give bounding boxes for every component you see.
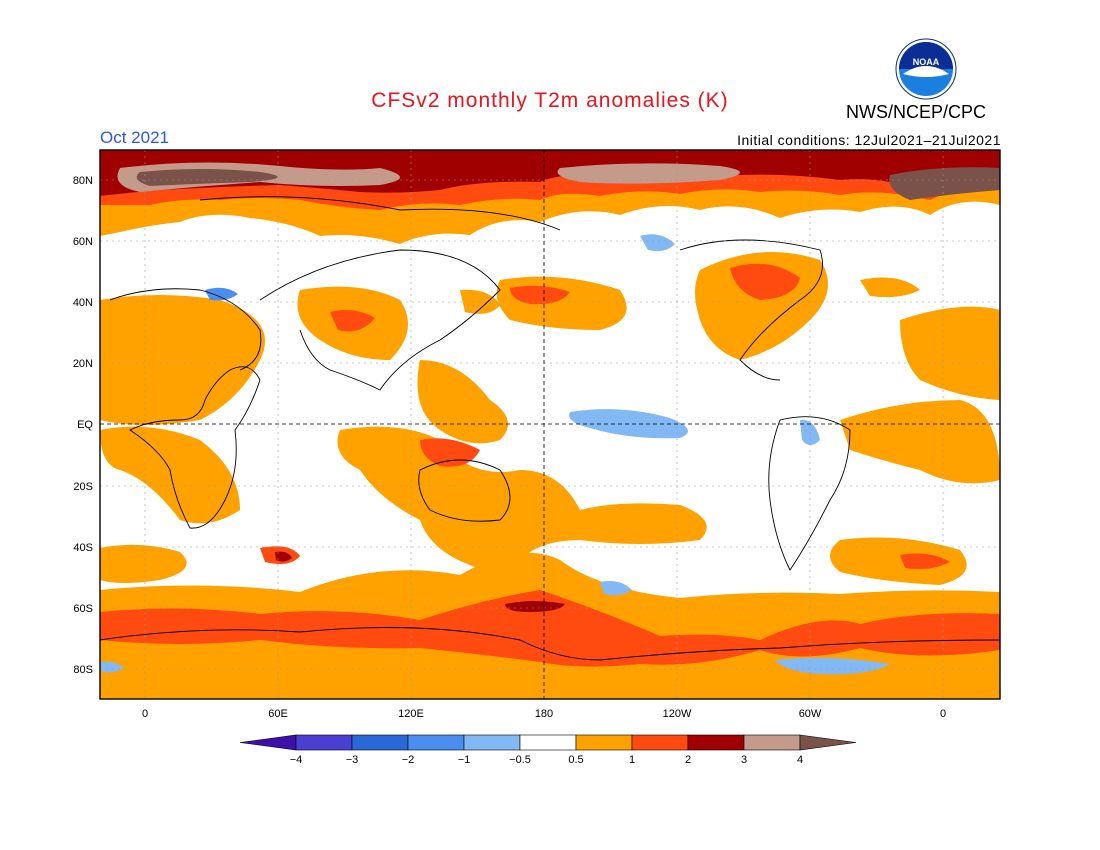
lat-label: 80N: [73, 175, 93, 187]
southern-ocean-anomaly-region: [100, 537, 1000, 699]
lat-label: 80S: [73, 664, 93, 676]
lon-label: 180: [535, 708, 553, 720]
lat-label: 20S: [73, 481, 93, 493]
lon-label: 60E: [268, 708, 288, 720]
legend-label: 1: [629, 754, 635, 766]
lon-label: 0: [940, 708, 946, 720]
noaa-logo-text: NOAA: [913, 57, 940, 67]
legend-label: −4: [290, 754, 303, 766]
legend-swatch: [743, 734, 801, 751]
legend-label: −1: [458, 754, 471, 766]
legend-swatch: [575, 734, 633, 751]
reference-lines: [100, 150, 1000, 699]
legend-swatch: [519, 734, 577, 751]
legend-label: −3: [346, 754, 359, 766]
legend-swatch: [631, 734, 689, 751]
coastlines: [100, 196, 1000, 661]
lon-label: 0: [142, 708, 148, 720]
lat-label: 40S: [73, 542, 93, 554]
legend-swatch: [351, 734, 409, 751]
map-title: CFSv2 monthly T2m anomalies (K): [371, 89, 729, 112]
lon-label: 60W: [799, 708, 822, 720]
map-grid: [100, 150, 1000, 699]
legend-label: 0.5: [568, 754, 583, 766]
forecast-month: Oct 2021: [100, 128, 169, 147]
legend-label: 3: [741, 754, 747, 766]
tropical-anomaly-region: [100, 252, 1000, 572]
legend-arrow-low: [239, 734, 297, 751]
lat-label: 60S: [73, 603, 93, 615]
legend-swatch: [687, 734, 745, 751]
agency-label: NWS/NCEP/CPC: [846, 102, 987, 122]
lat-label: 20N: [73, 358, 93, 370]
legend-arrow-high: [799, 734, 857, 751]
legend-label: 4: [797, 754, 803, 766]
lat-label: 60N: [73, 236, 93, 248]
lat-label: 40N: [73, 297, 93, 309]
legend-label: −2: [402, 754, 415, 766]
legend-swatch: [407, 734, 465, 751]
lat-label: EQ: [77, 419, 93, 431]
legend-swatch: [463, 734, 521, 751]
legend-label: −0.5: [509, 754, 531, 766]
noaa-logo: NOAA: [895, 38, 957, 100]
arctic-anomaly-region: [100, 150, 1000, 244]
lon-label: 120E: [398, 708, 424, 720]
legend-swatch: [295, 734, 353, 751]
lon-label: 120W: [663, 708, 692, 720]
map-frame: [99, 149, 1001, 700]
legend-label: 2: [685, 754, 691, 766]
initial-conditions: Initial conditions: 12Jul2021–21Jul2021: [737, 132, 1001, 148]
